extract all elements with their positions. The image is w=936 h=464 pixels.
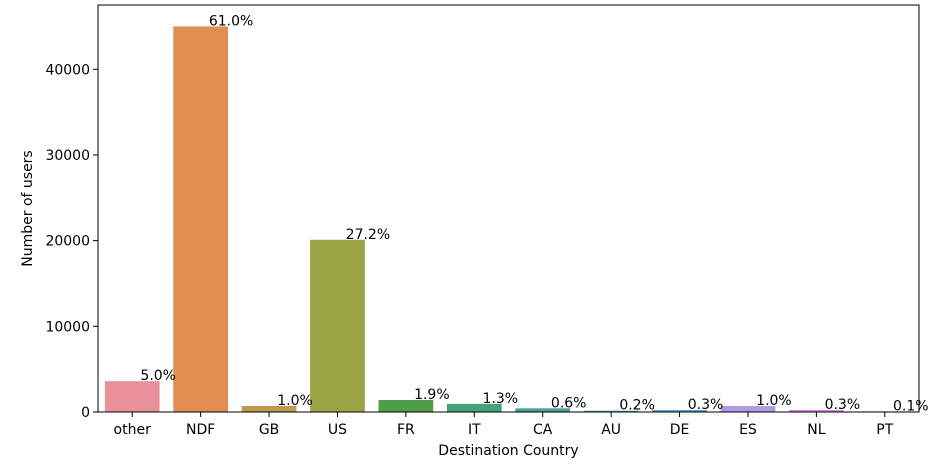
data-labels-group: 5.0% 61.0% 1.0% 27.2% 1.9% 1.3% 0.6% 0.2% 0.3% 1.…: [140, 13, 928, 414]
x-axis: other NDF GB US FR IT CA AU DE ES NL PT: [114, 412, 894, 438]
x-tick-label-gb: GB: [259, 422, 279, 438]
x-tick-label-it: IT: [468, 422, 481, 438]
x-tick-label-pt: PT: [876, 422, 893, 438]
bar-ca: [515, 408, 571, 412]
data-label-es: 1.0%: [756, 393, 792, 409]
y-axis: 0 10000 20000 30000 40000: [45, 62, 98, 421]
x-tick-label-nl: NL: [807, 422, 825, 438]
bar-gb: [241, 406, 297, 412]
y-tick-label-40000: 40000: [45, 62, 90, 78]
data-label-fr: 1.9%: [414, 387, 450, 403]
x-tick-label-other: other: [114, 422, 152, 438]
x-tick-label-es: ES: [739, 422, 757, 438]
bar-nl: [789, 410, 844, 412]
y-tick-label-30000: 30000: [45, 148, 90, 164]
data-label-us: 27.2%: [346, 227, 390, 243]
data-label-ndf: 61.0%: [209, 13, 253, 29]
bar-us: [310, 239, 365, 412]
plot-frame: [97, 4, 920, 413]
x-tick-label-fr: FR: [397, 422, 415, 438]
data-label-other: 5.0%: [140, 368, 176, 384]
data-label-au: 0.2%: [619, 398, 655, 414]
bar-es: [720, 406, 776, 412]
y-tick-label-20000: 20000: [45, 234, 90, 250]
data-label-de: 0.3%: [688, 397, 724, 413]
x-tick-label-us: US: [328, 422, 347, 438]
x-tick-label-au: AU: [601, 422, 621, 438]
data-label-it: 1.3%: [483, 391, 519, 407]
bar-fr: [378, 400, 434, 412]
data-label-pt: 0.1%: [893, 398, 929, 414]
x-tick-label-ca: CA: [533, 422, 553, 438]
x-tick-label-de: DE: [670, 422, 690, 438]
y-tick-label-0: 0: [81, 405, 90, 421]
bar-other: [104, 381, 160, 412]
y-tick-label-10000: 10000: [45, 319, 90, 335]
data-label-ca: 0.6%: [551, 395, 587, 411]
y-axis-label: Number of users: [20, 150, 36, 266]
bar-au: [583, 410, 639, 412]
data-label-nl: 0.3%: [825, 397, 861, 413]
bar-it: [446, 403, 502, 412]
bar-ndf: [173, 26, 228, 413]
bars-group: [104, 26, 913, 413]
x-tick-label-ndf: NDF: [186, 422, 215, 438]
bar-de: [652, 410, 707, 412]
data-label-gb: 1.0%: [277, 393, 313, 409]
x-axis-label: Destination Country: [438, 443, 578, 459]
